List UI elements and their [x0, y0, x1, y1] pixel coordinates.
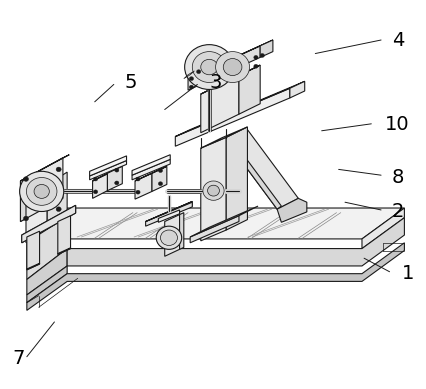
- Text: 7: 7: [12, 349, 24, 368]
- Circle shape: [215, 52, 249, 82]
- Polygon shape: [27, 249, 67, 295]
- Polygon shape: [27, 243, 403, 310]
- Polygon shape: [20, 158, 63, 222]
- Circle shape: [259, 54, 264, 58]
- Circle shape: [93, 177, 98, 181]
- Polygon shape: [289, 81, 304, 98]
- Polygon shape: [190, 206, 257, 237]
- Polygon shape: [200, 65, 259, 94]
- Polygon shape: [47, 172, 67, 229]
- Polygon shape: [132, 159, 170, 180]
- Circle shape: [253, 64, 257, 68]
- Polygon shape: [107, 166, 122, 191]
- Polygon shape: [200, 75, 239, 133]
- Polygon shape: [145, 202, 192, 226]
- Polygon shape: [175, 88, 289, 146]
- Circle shape: [115, 168, 118, 172]
- Polygon shape: [67, 218, 403, 266]
- Polygon shape: [259, 40, 272, 58]
- Circle shape: [56, 167, 61, 172]
- Circle shape: [253, 56, 257, 59]
- Circle shape: [23, 216, 29, 221]
- Text: 8: 8: [391, 168, 403, 187]
- Polygon shape: [27, 208, 403, 239]
- Circle shape: [135, 190, 140, 194]
- Polygon shape: [190, 216, 239, 243]
- Polygon shape: [27, 208, 67, 279]
- Polygon shape: [135, 166, 167, 181]
- Polygon shape: [152, 166, 167, 191]
- Circle shape: [160, 230, 177, 245]
- Text: 3: 3: [209, 73, 221, 92]
- Polygon shape: [239, 65, 259, 114]
- Circle shape: [156, 226, 181, 249]
- Circle shape: [207, 185, 219, 196]
- Polygon shape: [58, 216, 70, 254]
- Circle shape: [135, 177, 140, 181]
- Circle shape: [189, 85, 193, 89]
- Polygon shape: [179, 213, 183, 249]
- Polygon shape: [27, 231, 40, 270]
- Circle shape: [223, 59, 242, 75]
- Circle shape: [196, 70, 200, 74]
- Polygon shape: [27, 263, 40, 270]
- Circle shape: [20, 171, 63, 212]
- Text: 1: 1: [401, 264, 414, 283]
- Polygon shape: [226, 130, 298, 209]
- Polygon shape: [226, 127, 247, 230]
- Text: 2: 2: [391, 202, 403, 221]
- Polygon shape: [89, 161, 126, 180]
- Polygon shape: [92, 166, 122, 181]
- Circle shape: [93, 190, 98, 194]
- Polygon shape: [27, 266, 67, 303]
- Circle shape: [34, 184, 49, 198]
- Text: 10: 10: [384, 116, 409, 135]
- Polygon shape: [187, 40, 272, 79]
- Circle shape: [189, 77, 193, 81]
- Circle shape: [202, 181, 224, 200]
- Polygon shape: [145, 202, 192, 222]
- Circle shape: [115, 181, 118, 185]
- Circle shape: [192, 52, 226, 82]
- Polygon shape: [175, 81, 304, 137]
- Polygon shape: [22, 205, 75, 243]
- Polygon shape: [20, 155, 69, 181]
- Circle shape: [200, 59, 217, 75]
- Polygon shape: [26, 185, 47, 243]
- Polygon shape: [226, 137, 281, 209]
- Polygon shape: [200, 127, 247, 148]
- Polygon shape: [89, 156, 126, 176]
- Polygon shape: [200, 137, 226, 241]
- Circle shape: [158, 168, 162, 172]
- Polygon shape: [20, 178, 26, 222]
- Text: 4: 4: [391, 30, 403, 49]
- Text: 5: 5: [124, 73, 137, 92]
- Polygon shape: [187, 46, 259, 90]
- Polygon shape: [92, 173, 107, 198]
- Polygon shape: [135, 173, 152, 199]
- Circle shape: [56, 207, 61, 212]
- Polygon shape: [58, 248, 70, 254]
- Circle shape: [26, 177, 57, 205]
- Circle shape: [23, 177, 29, 181]
- Circle shape: [184, 45, 233, 89]
- Polygon shape: [22, 205, 75, 243]
- Polygon shape: [183, 71, 194, 79]
- Polygon shape: [132, 155, 170, 175]
- Circle shape: [158, 182, 162, 186]
- Polygon shape: [158, 210, 179, 222]
- Polygon shape: [276, 198, 306, 222]
- Polygon shape: [164, 215, 179, 256]
- Polygon shape: [361, 208, 403, 249]
- Polygon shape: [156, 202, 192, 222]
